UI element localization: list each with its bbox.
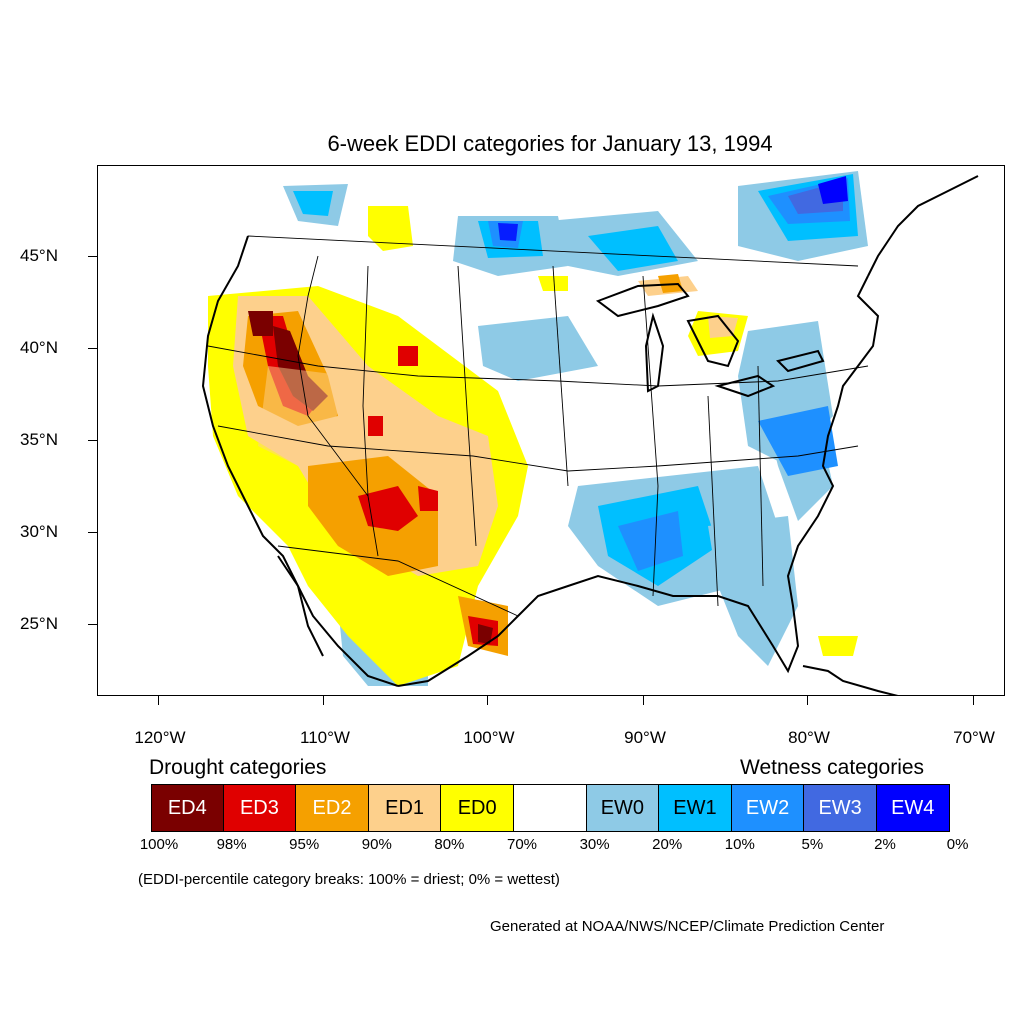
lon-tick <box>323 696 324 705</box>
percent-break-label: 0% <box>946 836 969 853</box>
percent-break-label: 95% <box>289 836 320 853</box>
lon-tick <box>158 696 159 705</box>
legend-swatch-ew3: EW3 <box>804 785 877 831</box>
percent-break-label: 100% <box>139 836 179 853</box>
lat-label: 30°N <box>20 522 58 541</box>
wetness-heading: Wetness categories <box>740 756 925 779</box>
legend-swatch-ed0: ED0 <box>441 785 514 831</box>
great-lakes <box>595 282 825 398</box>
legend-swatch-ed3: ED3 <box>223 785 297 831</box>
percent-break-label: 90% <box>361 836 392 853</box>
map-panel <box>97 165 1005 696</box>
lon-label: 70°W <box>953 728 995 747</box>
lon-tick <box>807 696 808 705</box>
category-note: (EDDI-percentile category breaks: 100% =… <box>138 871 560 888</box>
lat-tick <box>88 532 97 533</box>
legend-swatch-ew0: EW0 <box>586 785 660 831</box>
lon-label: 100°W <box>463 728 515 747</box>
legend-swatch-ed4: ED4 <box>151 785 224 831</box>
credit-line: Generated at NOAA/NWS/NCEP/Climate Predi… <box>490 918 885 935</box>
percent-break-label: 10% <box>724 836 755 853</box>
legend-swatch-ew1: EW1 <box>659 785 732 831</box>
lon-label: 90°W <box>624 728 666 747</box>
percent-break-label: 5% <box>801 836 824 853</box>
lon-label: 80°W <box>788 728 830 747</box>
percent-break-label: 98% <box>216 836 247 853</box>
wetness-areas <box>283 171 868 686</box>
lon-label: 120°W <box>134 728 186 747</box>
legend-swatch-neutral <box>513 785 587 831</box>
percent-break-label: 80% <box>434 836 465 853</box>
percent-break-label: 2% <box>874 836 896 853</box>
lat-label: 45°N <box>20 246 58 265</box>
lon-label: 110°W <box>300 728 350 747</box>
lat-tick <box>88 348 97 349</box>
percent-break-label: 30% <box>579 836 610 853</box>
eddi-map <box>201 168 979 695</box>
percent-break-label: 20% <box>652 836 683 853</box>
lon-tick <box>487 696 488 705</box>
lat-label: 25°N <box>20 614 58 633</box>
category-legend: ED4 ED3 ED2 ED1 ED0 EW0 EW1 EW2 EW3 EW4 <box>151 784 950 832</box>
lon-tick <box>973 696 974 705</box>
legend-swatch-ew4: EW4 <box>876 785 950 831</box>
coastlines <box>201 175 979 695</box>
legend-swatch-ew2: EW2 <box>731 785 805 831</box>
lat-label: 35°N <box>20 430 58 449</box>
legend-swatch-ed2: ED2 <box>296 785 369 831</box>
map-title: 6-week EDDI categories for January 13, 1… <box>327 131 773 156</box>
lat-tick <box>88 440 97 441</box>
drought-areas <box>208 206 748 686</box>
lat-tick <box>88 256 97 257</box>
percent-break-label: 70% <box>506 836 538 853</box>
lat-tick <box>88 624 97 625</box>
drought-heading: Drought categories <box>149 756 327 779</box>
lat-label: 40°N <box>20 338 58 357</box>
legend-swatch-ed1: ED1 <box>368 785 442 831</box>
state-borders <box>207 235 869 617</box>
lon-tick <box>643 696 644 705</box>
